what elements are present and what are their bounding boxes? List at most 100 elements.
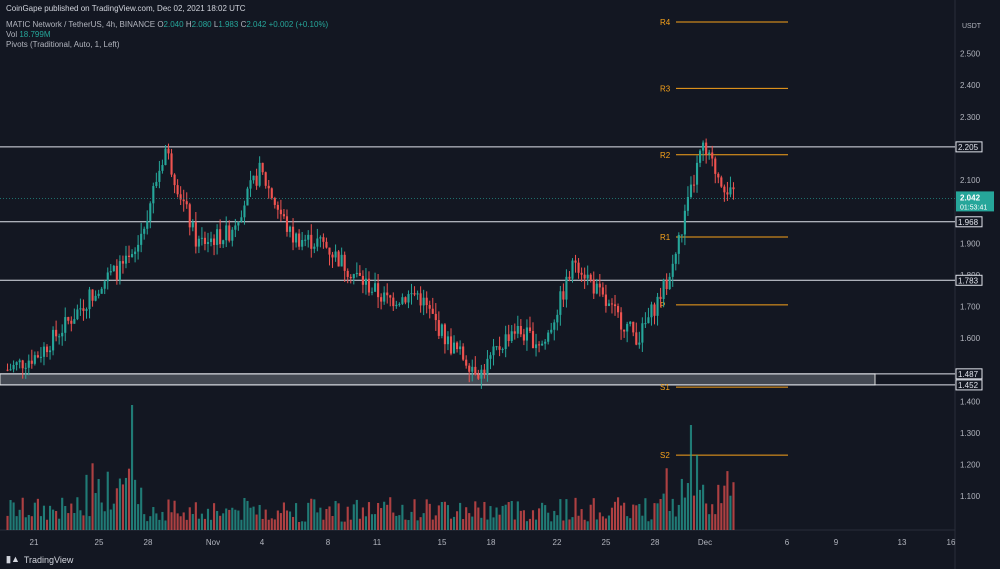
- volume-bar: [468, 513, 471, 530]
- candle-body: [732, 187, 735, 190]
- candle-body: [97, 293, 100, 296]
- candle-body: [538, 344, 541, 346]
- volume-bar: [307, 502, 310, 530]
- currency-label: USDT: [962, 23, 982, 30]
- candle-body: [352, 274, 355, 279]
- candle-body: [589, 274, 592, 280]
- candle-body: [571, 260, 574, 279]
- candle-body: [392, 297, 395, 307]
- y-tick-label: 1.400: [960, 397, 981, 406]
- candle-body: [705, 142, 708, 155]
- candle-body: [48, 350, 52, 353]
- volume-bar: [6, 515, 9, 530]
- candle-body: [6, 369, 9, 371]
- volume-bar: [559, 499, 562, 530]
- candle-body: [203, 237, 207, 244]
- volume-bar: [310, 498, 313, 530]
- candle-body: [662, 279, 665, 300]
- candle-body: [650, 304, 653, 318]
- candle-body: [559, 291, 562, 315]
- volume-bar: [295, 503, 298, 530]
- candle-body: [331, 254, 334, 258]
- volume-bar: [209, 519, 213, 530]
- candle-body: [121, 261, 125, 264]
- volume-bar: [82, 515, 85, 530]
- candle-body: [246, 188, 249, 206]
- volume-bar: [583, 519, 586, 530]
- candle-body: [495, 346, 498, 348]
- volume-bar: [200, 513, 203, 530]
- volume-bar: [477, 507, 480, 530]
- candle-body: [513, 331, 516, 334]
- volume-bar: [325, 509, 328, 530]
- candle-body: [164, 148, 167, 166]
- candle-body: [647, 317, 650, 324]
- volume-bar: [610, 507, 614, 530]
- candle-body: [510, 331, 513, 341]
- volume-bar: [364, 516, 368, 530]
- volume-bar: [30, 516, 33, 530]
- candle-body: [720, 177, 723, 187]
- volume-bar: [167, 499, 170, 530]
- x-tick-label: 21: [30, 538, 39, 547]
- candle-body: [176, 185, 179, 195]
- candle-body: [261, 162, 264, 173]
- candle-body: [425, 297, 428, 306]
- volume-bar: [18, 509, 21, 530]
- volume-bar: [714, 514, 717, 530]
- candle-body: [632, 321, 635, 333]
- tradingview-brand[interactable]: ▮▲ TradingView: [6, 554, 73, 565]
- volume-info: Vol 18.799M: [6, 30, 51, 40]
- candle-body: [237, 221, 240, 226]
- candle-body: [27, 360, 30, 368]
- candle-body: [544, 341, 547, 344]
- volume-bar: [695, 455, 699, 530]
- y-tick-label: 1.100: [960, 492, 981, 501]
- candle-body: [613, 304, 617, 307]
- volume-bar: [389, 497, 392, 530]
- candle-body: [115, 265, 118, 280]
- candle-body: [173, 174, 176, 186]
- high-label: H: [185, 20, 192, 29]
- volume-bar: [392, 512, 395, 530]
- candle-body: [143, 228, 146, 234]
- level-tag: [955, 368, 983, 380]
- candle-body: [85, 309, 88, 311]
- candle-body: [76, 309, 79, 320]
- volume-bar: [85, 474, 88, 530]
- volume-bar: [547, 512, 550, 530]
- candle-body: [252, 175, 255, 181]
- candle-body: [346, 270, 349, 277]
- volume-bar: [316, 512, 319, 530]
- candle-body: [219, 229, 222, 245]
- volume-bar: [228, 509, 231, 530]
- volume-bar: [367, 502, 371, 530]
- volume-bar: [419, 517, 422, 530]
- volume-bar: [647, 521, 650, 530]
- candle-body: [270, 188, 273, 199]
- candle-body: [480, 369, 483, 379]
- candle-body: [234, 225, 237, 230]
- volume-bar: [434, 515, 437, 530]
- volume-bar: [613, 501, 617, 530]
- volume-bar: [589, 504, 592, 530]
- level-tag: [955, 141, 983, 153]
- volume-bar: [720, 503, 723, 530]
- x-tick-label: 9: [834, 538, 839, 547]
- x-tick-label: 22: [553, 538, 562, 547]
- volume-bar: [528, 518, 532, 530]
- candle-body: [574, 260, 577, 263]
- volume-bar: [197, 518, 200, 530]
- candle-body: [586, 274, 589, 279]
- volume-bar: [361, 507, 364, 530]
- candle-body: [604, 294, 607, 306]
- candle-body: [519, 325, 522, 335]
- volume-bar: [404, 519, 407, 530]
- volume-bar: [650, 519, 653, 530]
- candle-body: [82, 308, 85, 311]
- volume-bar: [155, 513, 158, 530]
- candle-body: [620, 312, 623, 330]
- candle-body: [462, 346, 465, 360]
- candle-body: [562, 291, 565, 300]
